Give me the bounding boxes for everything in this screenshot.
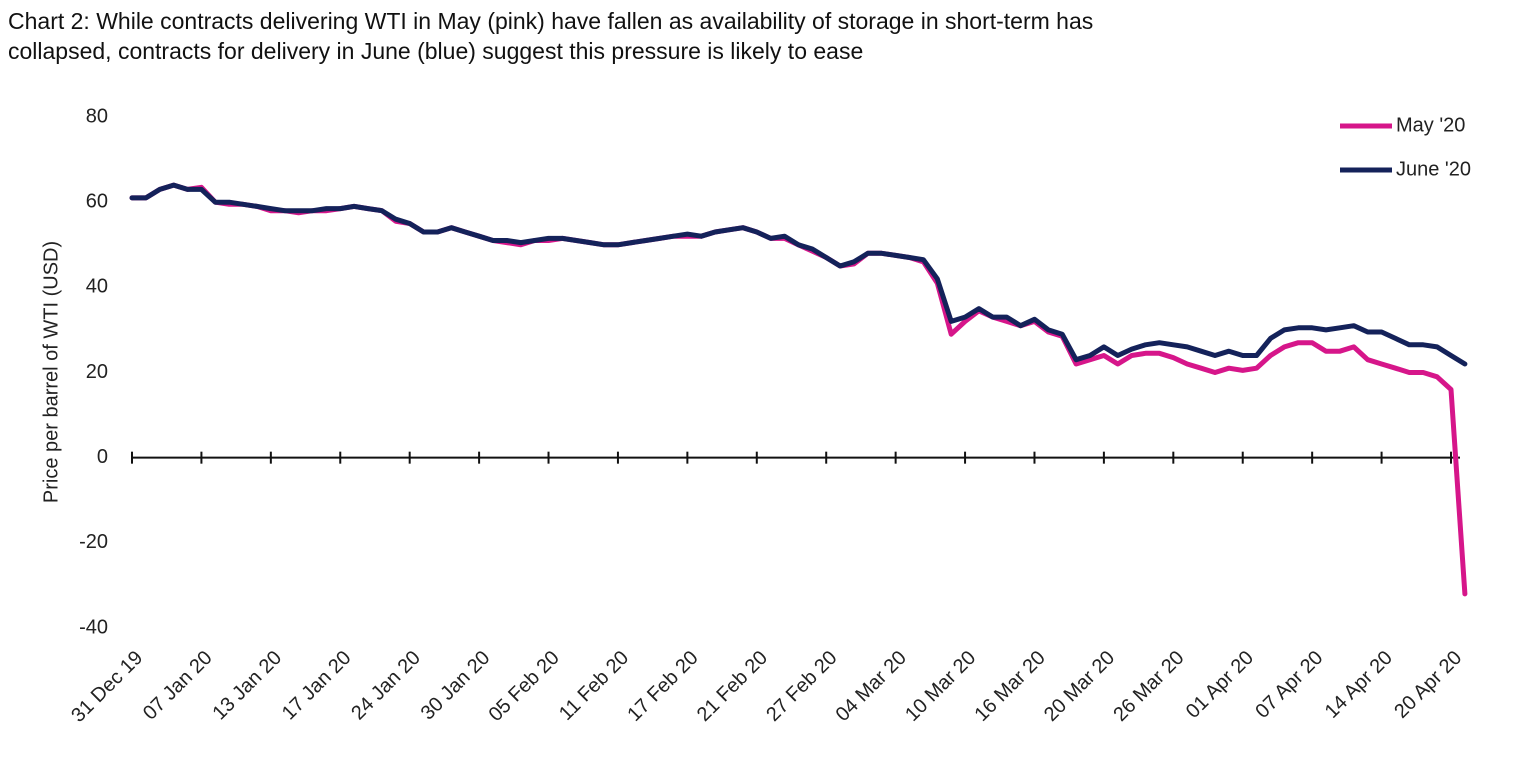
x-tick-label: 30 Jan 20 — [417, 647, 495, 725]
legend-label: May '20 — [1396, 114, 1465, 136]
x-tick-label: 14 Apr 20 — [1321, 647, 1397, 723]
y-axis-label: Price per barrel of WTI (USD) — [40, 241, 62, 503]
x-tick-label: 26 Mar 20 — [1109, 647, 1188, 726]
x-tick-label: 17 Jan 20 — [278, 647, 356, 725]
x-tick-label: 07 Jan 20 — [139, 647, 217, 725]
y-tick-label: 60 — [86, 190, 108, 212]
chart-title: Chart 2: While contracts delivering WTI … — [8, 8, 1094, 64]
x-tick-label: 31 Dec 19 — [67, 647, 147, 727]
y-tick-label: -20 — [79, 531, 108, 553]
x-tick-label: 17 Feb 20 — [623, 647, 702, 726]
line-series — [129, 182, 1468, 367]
y-tick-label: 20 — [86, 361, 108, 383]
y-tick-label: -40 — [79, 616, 108, 638]
legend-label: June '20 — [1396, 158, 1471, 180]
x-tick-label: 20 Apr 20 — [1390, 647, 1466, 723]
x-tick-label: 05 Feb 20 — [485, 647, 564, 726]
y-tick-label: 0 — [97, 446, 108, 468]
y-tick-label: 40 — [86, 276, 108, 298]
x-tick-label: 16 Mar 20 — [971, 647, 1050, 726]
x-tick-label: 01 Apr 20 — [1182, 647, 1258, 723]
x-tick-label: 24 Jan 20 — [347, 647, 425, 725]
x-tick-label: 11 Feb 20 — [555, 647, 633, 725]
x-tick-label: 04 Mar 20 — [832, 647, 911, 726]
y-tick-label: 80 — [86, 105, 108, 127]
x-tick-label: 27 Feb 20 — [762, 647, 841, 726]
x-tick-label: 21 Feb 20 — [693, 647, 772, 726]
x-tick-label: 07 Apr 20 — [1251, 647, 1327, 723]
x-tick-label: 13 Jan 20 — [208, 647, 286, 725]
x-tick-label: 20 Mar 20 — [1040, 647, 1119, 726]
x-tick-label: 10 Mar 20 — [901, 647, 980, 726]
